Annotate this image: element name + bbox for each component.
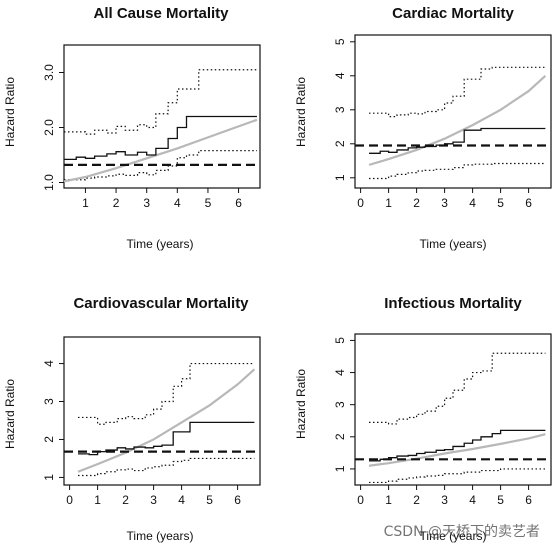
x-tick-label: 6 bbox=[235, 196, 242, 210]
x-axis-label: Time (years) bbox=[127, 237, 194, 251]
x-tick-label: 4 bbox=[178, 493, 185, 507]
y-tick-label: 1 bbox=[42, 474, 56, 481]
y-axis-label: Hazard Ratio bbox=[294, 369, 308, 439]
x-tick-label: 3 bbox=[441, 493, 448, 507]
hazard-ratio-step-line bbox=[369, 429, 546, 462]
y-tick-label: 2 bbox=[333, 140, 347, 147]
x-tick-label: 2 bbox=[113, 196, 120, 210]
plot-area bbox=[355, 66, 551, 180]
x-axis-label: Time (years) bbox=[420, 529, 487, 543]
x-tick-label: 0 bbox=[66, 493, 73, 507]
x-tick-label: 1 bbox=[385, 493, 392, 507]
y-tick-label: 2 bbox=[42, 436, 56, 443]
panel-title: Cardiac Mortality bbox=[392, 5, 514, 22]
x-tick-label: 5 bbox=[497, 493, 504, 507]
ci-lower-line bbox=[369, 162, 546, 180]
y-tick-label: 5 bbox=[333, 337, 347, 344]
panel-title: Cardiovascular Mortality bbox=[73, 295, 249, 312]
y-tick-label: 2 bbox=[333, 433, 347, 440]
y-tick-label: 1 bbox=[333, 465, 347, 472]
y-axis-label: Hazard Ratio bbox=[294, 77, 308, 147]
y-tick-label: 3 bbox=[42, 398, 56, 405]
x-tick-label: 5 bbox=[497, 196, 504, 210]
ci-upper-line bbox=[369, 352, 546, 425]
x-tick-label: 2 bbox=[413, 493, 420, 507]
x-tick-label: 1 bbox=[82, 196, 89, 210]
y-tick-label: 3.0 bbox=[42, 64, 56, 81]
y-tick-label: 2.0 bbox=[42, 119, 56, 136]
x-tick-label: 0 bbox=[357, 196, 364, 210]
x-tick-label: 5 bbox=[206, 493, 213, 507]
x-axis-label: Time (years) bbox=[420, 237, 487, 251]
panel-title: Infectious Mortality bbox=[384, 295, 522, 312]
plot-area bbox=[355, 352, 551, 484]
y-axis-label: Hazard Ratio bbox=[3, 379, 17, 449]
plot-frame bbox=[63, 336, 261, 486]
x-tick-label: 0 bbox=[357, 493, 364, 507]
watermark-text: CSDN @天桥下的卖艺者 bbox=[383, 524, 540, 540]
panel-all-cause-mortality: All Cause Mortality Time (years) Hazard … bbox=[3, 5, 261, 251]
x-tick-label: 4 bbox=[469, 493, 476, 507]
plot-frame bbox=[354, 34, 552, 189]
hazard-ratio-step-line bbox=[64, 115, 257, 161]
plot-frame bbox=[354, 333, 552, 486]
x-tick-label: 5 bbox=[205, 196, 212, 210]
fitted-curve bbox=[77, 368, 256, 473]
x-tick-label: 3 bbox=[143, 196, 150, 210]
panel-title: All Cause Mortality bbox=[93, 5, 229, 22]
ci-upper-line bbox=[369, 66, 546, 118]
y-tick-label: 5 bbox=[333, 38, 347, 45]
hazard-ratio-step-line bbox=[369, 127, 546, 154]
y-tick-label: 4 bbox=[42, 360, 56, 367]
x-tick-label: 6 bbox=[234, 493, 241, 507]
x-tick-label: 3 bbox=[441, 196, 448, 210]
ci-lower-line bbox=[369, 468, 546, 484]
y-tick-label: 3 bbox=[333, 106, 347, 113]
y-axis-label: Hazard Ratio bbox=[3, 77, 17, 147]
x-tick-label: 4 bbox=[174, 196, 181, 210]
fitted-curve bbox=[64, 118, 258, 183]
panel-infectious-mortality: Infectious Mortality Time (years) Hazard… bbox=[294, 295, 552, 543]
x-tick-label: 2 bbox=[413, 196, 420, 210]
x-tick-label: 6 bbox=[525, 493, 532, 507]
panel-cardiovascular-mortality: Cardiovascular Mortality Time (years) Ha… bbox=[3, 295, 261, 543]
fitted-curve bbox=[368, 433, 546, 467]
ci-upper-line bbox=[78, 362, 255, 425]
plot-area bbox=[64, 69, 260, 183]
x-tick-label: 4 bbox=[469, 196, 476, 210]
x-tick-label: 3 bbox=[150, 493, 157, 507]
y-tick-label: 1 bbox=[333, 174, 347, 181]
y-tick-label: 4 bbox=[333, 369, 347, 376]
x-axis-label: Time (years) bbox=[127, 529, 194, 543]
y-tick-label: 1.0 bbox=[42, 174, 56, 191]
x-tick-label: 1 bbox=[385, 196, 392, 210]
ci-lower-line bbox=[78, 457, 255, 477]
y-tick-label: 4 bbox=[333, 72, 347, 79]
fitted-curve bbox=[368, 74, 547, 166]
x-tick-label: 6 bbox=[525, 196, 532, 210]
x-tick-label: 2 bbox=[122, 493, 129, 507]
x-tick-label: 1 bbox=[94, 493, 101, 507]
ci-upper-line bbox=[64, 69, 257, 135]
panel-cardiac-mortality: Cardiac Mortality Time (years) Hazard Ra… bbox=[294, 5, 552, 251]
hazard-ratio-step-line bbox=[78, 421, 255, 456]
plot-frame bbox=[63, 44, 261, 189]
ci-lower-line bbox=[64, 150, 257, 181]
plot-area bbox=[64, 362, 260, 477]
y-tick-label: 3 bbox=[333, 401, 347, 408]
